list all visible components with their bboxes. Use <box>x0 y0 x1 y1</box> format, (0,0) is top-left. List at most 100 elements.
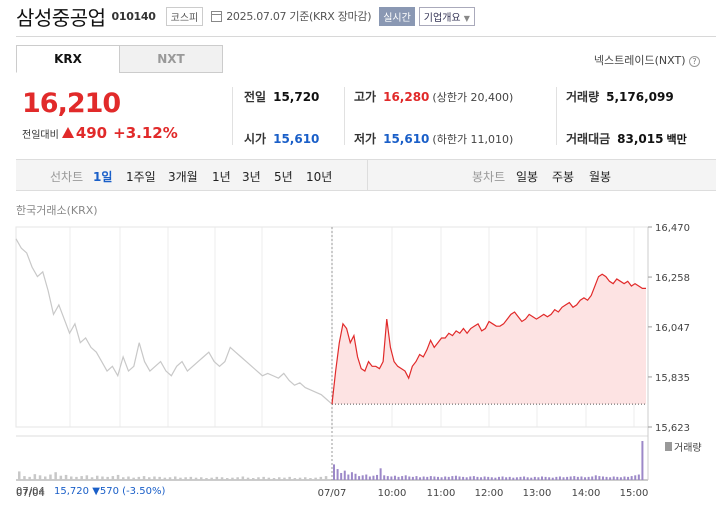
volume-bar <box>54 472 57 480</box>
candle-weekly[interactable]: 주봉 <box>552 170 575 184</box>
volume-legend-label: 거래량 <box>674 442 702 454</box>
volume-bar <box>634 475 637 480</box>
help-icon[interactable]: ? <box>689 56 700 67</box>
price-change: 전일대비 490 +3.12% <box>22 124 178 142</box>
volume-bar <box>365 474 368 480</box>
line-chart-label[interactable]: 선차트 <box>50 170 84 184</box>
volume-bar <box>497 476 500 480</box>
volume-bar <box>576 476 579 480</box>
volume-bar <box>168 477 172 480</box>
volume-bar <box>361 475 364 480</box>
volume-bar <box>194 477 198 480</box>
volume-bar <box>205 478 208 480</box>
volume-bar <box>132 477 135 480</box>
volume-bar <box>358 476 361 480</box>
volume-bar <box>96 475 99 480</box>
stat-value: 16,280 <box>383 90 430 104</box>
period-5y[interactable]: 5년 <box>274 170 293 184</box>
volume-bar <box>18 471 21 480</box>
volume-bar <box>116 474 120 480</box>
volume-bar <box>38 475 42 480</box>
volume-bar <box>314 477 317 480</box>
volume-bar <box>75 476 78 480</box>
volume-bar <box>404 475 407 480</box>
lower-limit: (하한가 11,010) <box>432 133 514 146</box>
nextrade-link[interactable]: 넥스트레이드(NXT) ? <box>594 52 700 68</box>
volume-bar <box>324 476 328 480</box>
realtime-button[interactable]: 실시간 <box>379 6 415 26</box>
volume-bar <box>122 477 125 480</box>
stat-label: 고가 <box>354 90 377 104</box>
stock-header: 삼성중공업 010140 코스피 2025.07.07 기준(KRX 장마감) … <box>16 0 475 32</box>
y-tick-label: 15,623 <box>655 423 690 434</box>
period-1y[interactable]: 1년 <box>212 170 231 184</box>
candle-chart-label[interactable]: 봉차트 <box>472 170 506 184</box>
volume-bar <box>494 477 497 480</box>
period-3y[interactable]: 3년 <box>242 170 261 184</box>
x-tick-label: 11:00 <box>427 488 456 499</box>
period-3m[interactable]: 3개월 <box>168 170 198 184</box>
company-overview-dropdown[interactable]: 기업개요 ▼ <box>418 6 475 26</box>
volume-bar <box>433 476 436 480</box>
volume-bar <box>487 476 490 480</box>
stat-unit: 백만 <box>666 133 687 146</box>
volume-bar <box>383 475 386 480</box>
volume-bar <box>137 476 141 480</box>
stat-value: 15,720 <box>273 90 320 104</box>
volume-bar <box>298 477 302 480</box>
stats-divider <box>344 87 345 145</box>
volume-bar <box>566 476 569 480</box>
volume-bar <box>490 477 493 480</box>
volume-bar <box>59 475 63 480</box>
volume-bar <box>515 477 518 480</box>
calendar-icon <box>211 10 223 22</box>
volume-bar <box>231 477 234 480</box>
market-badge: 코스피 <box>165 6 204 26</box>
stat-trade-amount: 거래대금 83,015 백만 <box>566 130 687 147</box>
volume-bar <box>350 472 353 480</box>
volume-bar <box>555 476 558 480</box>
company-overview-label: 기업개요 <box>423 12 461 24</box>
volume-bar <box>368 476 371 480</box>
volume-bar <box>283 477 286 480</box>
today-series <box>331 273 646 405</box>
volume-bar <box>236 477 239 480</box>
candle-daily[interactable]: 일봉 <box>516 170 539 184</box>
volume-bar <box>354 473 357 480</box>
stat-label: 거래대금 <box>566 132 611 146</box>
volume-bar <box>158 476 161 480</box>
prev-close: 15,720 <box>54 486 90 497</box>
volume-bar <box>598 476 601 480</box>
volume-bar <box>293 478 297 480</box>
volume-bar <box>451 476 454 480</box>
x-tick-label: 15:00 <box>620 488 649 499</box>
change-label: 전일대비 <box>22 130 59 141</box>
tab-nxt[interactable]: NXT <box>119 45 223 73</box>
today-line <box>331 273 646 405</box>
volume-bar <box>220 477 224 480</box>
candle-monthly[interactable]: 월봉 <box>589 170 612 184</box>
stock-name: 삼성중공업 <box>16 5 106 30</box>
stat-label: 시가 <box>244 132 267 146</box>
period-1d[interactable]: 1일 <box>93 170 113 184</box>
volume-bar <box>127 476 130 480</box>
volume-bar <box>142 476 146 480</box>
prev-pct: (-3.50%) <box>122 486 166 497</box>
volume-bar <box>544 476 547 480</box>
x-axis: 07/07 10:00 11:00 12:00 13:00 14:00 15:00 07/04 <box>16 488 648 499</box>
period-10y[interactable]: 10년 <box>306 170 333 184</box>
nextrade-link-label: 넥스트레이드(NXT) <box>593 54 686 67</box>
volume-bar <box>28 476 31 480</box>
volume-bar <box>605 476 608 480</box>
volume-bar <box>587 476 590 480</box>
period-1w[interactable]: 1주일 <box>126 170 156 184</box>
volume-bar <box>333 464 335 480</box>
y-tick-label: 15,835 <box>655 373 690 384</box>
volume-bar <box>215 476 219 480</box>
y-axis: 16,470 16,258 16,047 15,835 15,623 <box>648 223 690 434</box>
volume-bar <box>372 475 375 480</box>
volume-bar <box>408 476 411 480</box>
volume-bar <box>411 476 414 480</box>
volume-bar <box>627 476 630 480</box>
